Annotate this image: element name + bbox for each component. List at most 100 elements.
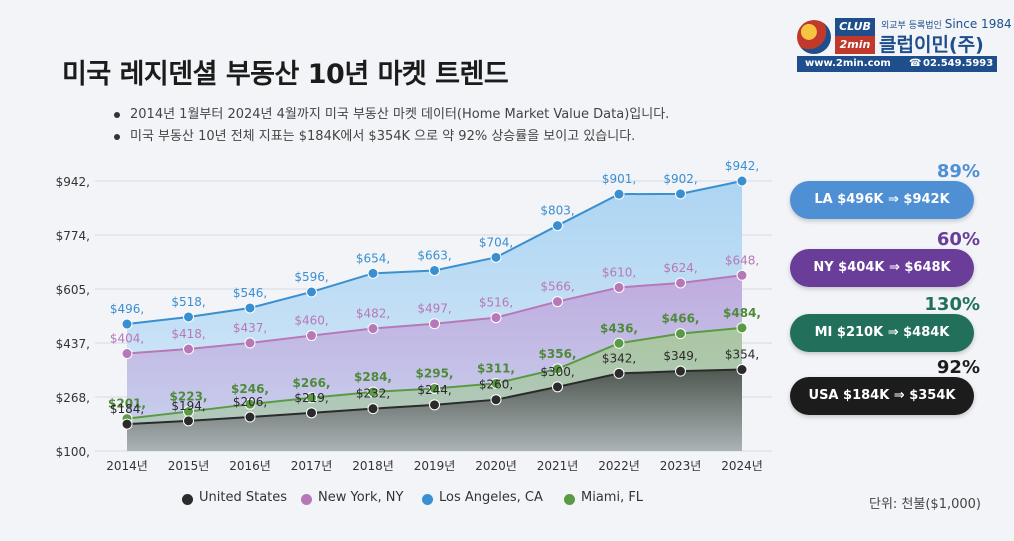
x-tick-label: 2023년 [660, 459, 702, 473]
data-label-us: $206, [233, 395, 267, 409]
x-tick-label: 2021년 [537, 459, 579, 473]
point-ny [552, 296, 563, 308]
logo-contact-bar: www.2min.com ☎ 02.549.5993 [797, 56, 997, 72]
summary-pill-ny: NY $404K ⇒ $648K [790, 249, 974, 287]
data-label-la: $663, [417, 248, 451, 262]
data-label-us: $349, [663, 349, 697, 363]
chart-points [121, 175, 748, 430]
point-us [613, 367, 625, 379]
point-ny [429, 318, 440, 330]
growth-pct-la: 89% [936, 161, 980, 182]
summary-pill-mi: MI $210K ⇒ $484K [790, 314, 974, 352]
x-tick-label: 2014년 [106, 459, 148, 473]
logo-tagline: 외교부 등록법인 [881, 21, 942, 31]
point-ny [306, 330, 317, 342]
data-label-us: $342, [602, 351, 636, 365]
page-title: 미국 레지덴셜 부동산 10년 마켓 트렌드 [62, 59, 509, 90]
logo-emblem-icon [797, 20, 831, 54]
data-label-mi: $484, [723, 306, 761, 320]
data-label-mi: $466, [662, 312, 700, 326]
legend-dot-la [422, 494, 433, 505]
data-label-ny: $418, [171, 327, 205, 341]
logo-2min-text: 2min [835, 36, 875, 54]
legend-dot-mi [564, 494, 575, 505]
data-label-ny: $482, [356, 307, 390, 321]
x-tick-label: 2019년 [414, 459, 456, 473]
point-la [367, 267, 379, 279]
data-label-ny: $648, [725, 253, 759, 267]
logo-corp-name: 클럽이민(주) [879, 34, 984, 56]
data-label-mi: $284, [354, 370, 392, 384]
legend-label-us: United States [199, 490, 288, 505]
data-label-mi: $295, [416, 366, 454, 380]
logo-website: www.2min.com [805, 58, 891, 69]
legend-dot-ny [301, 494, 312, 505]
point-la [490, 251, 502, 263]
x-tick-label: 2020년 [475, 459, 517, 473]
x-tick-label: 2016년 [229, 459, 271, 473]
point-mi [552, 363, 563, 375]
point-us [736, 364, 748, 376]
data-label-ny: $516, [479, 296, 513, 310]
legend-label-la: Los Angeles, CA [439, 490, 543, 505]
point-ny [121, 348, 133, 360]
chart-areas [127, 181, 742, 451]
growth-pct-ny: 60% [936, 229, 980, 250]
data-label-mi: $356, [539, 347, 577, 361]
x-tick-label: 2018년 [352, 459, 394, 473]
point-ny [736, 269, 748, 281]
point-mi [429, 382, 440, 394]
logo-phone: 02.549.5993 [923, 58, 994, 69]
point-ny [367, 323, 379, 335]
data-label-ny: $404, [110, 332, 144, 346]
point-la [306, 286, 317, 298]
point-us [552, 381, 563, 393]
point-mi [490, 377, 502, 389]
data-label-la: $654, [356, 251, 390, 265]
point-ny [244, 337, 256, 349]
data-label-us: $219, [294, 391, 328, 405]
y-tick-label: $268, [56, 391, 90, 405]
y-axis: $100, $268, $437, $605, $774, $942, [56, 175, 90, 459]
x-tick-label: 2022년 [598, 459, 640, 473]
data-label-us: $194, [171, 399, 205, 413]
data-label-ny: $624, [663, 261, 697, 275]
point-mi [367, 386, 379, 398]
point-us [306, 407, 317, 419]
point-mi [736, 322, 748, 334]
y-tick-label: $942, [56, 175, 90, 189]
data-label-us: $354, [725, 348, 759, 362]
data-label-ny: $497, [417, 302, 451, 316]
x-tick-label: 2015년 [168, 459, 210, 473]
growth-pct-us: 92% [936, 357, 980, 378]
data-label-mi: $201, [108, 397, 146, 411]
data-label-la: $902, [663, 172, 697, 186]
point-la [121, 318, 133, 330]
data-label-us: $244, [417, 383, 451, 397]
data-label-mi: $246, [231, 382, 269, 396]
data-label-la: $704, [479, 235, 513, 249]
data-label-la: $546, [233, 286, 267, 300]
point-la [552, 220, 563, 232]
data-label-us: $300, [540, 365, 574, 379]
data-label-la: $942, [725, 159, 759, 173]
data-label-la: $496, [110, 302, 144, 316]
point-us [367, 403, 379, 415]
point-mi [613, 337, 625, 349]
data-label-us: $232, [356, 387, 390, 401]
company-logo: CLUB 2min 외교부 등록법인 Since 1984 클럽이민(주) ww… [797, 17, 1012, 72]
summary-pill-la: LA $496K ⇒ $942K [790, 181, 974, 219]
data-label-us: $260, [479, 378, 513, 392]
point-us [429, 399, 440, 411]
summary-pill-us: USA $184K ⇒ $354K [790, 377, 974, 415]
phone-icon: ☎ [909, 58, 922, 69]
point-mi [675, 328, 686, 340]
y-tick-label: $100, [56, 445, 90, 459]
legend-label-mi: Miami, FL [581, 490, 644, 505]
description-item: 2014년 1월부터 2024년 4월까지 미국 부동산 마켓 데이터(Home… [112, 104, 669, 126]
point-us [244, 411, 256, 423]
point-la [244, 302, 256, 314]
point-la [736, 175, 748, 187]
description-list: 2014년 1월부터 2024년 4월까지 미국 부동산 마켓 데이터(Home… [112, 104, 669, 148]
